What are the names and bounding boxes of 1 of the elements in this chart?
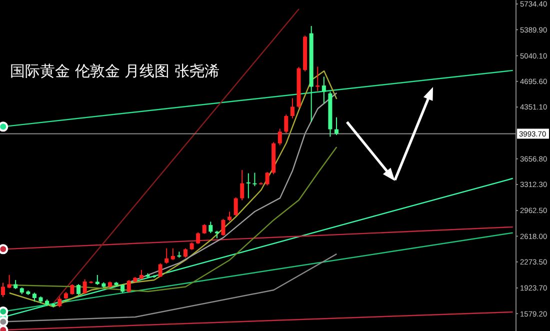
text: 国际黄金 伦敦金 月线图 张尧浠 [10, 62, 220, 81]
